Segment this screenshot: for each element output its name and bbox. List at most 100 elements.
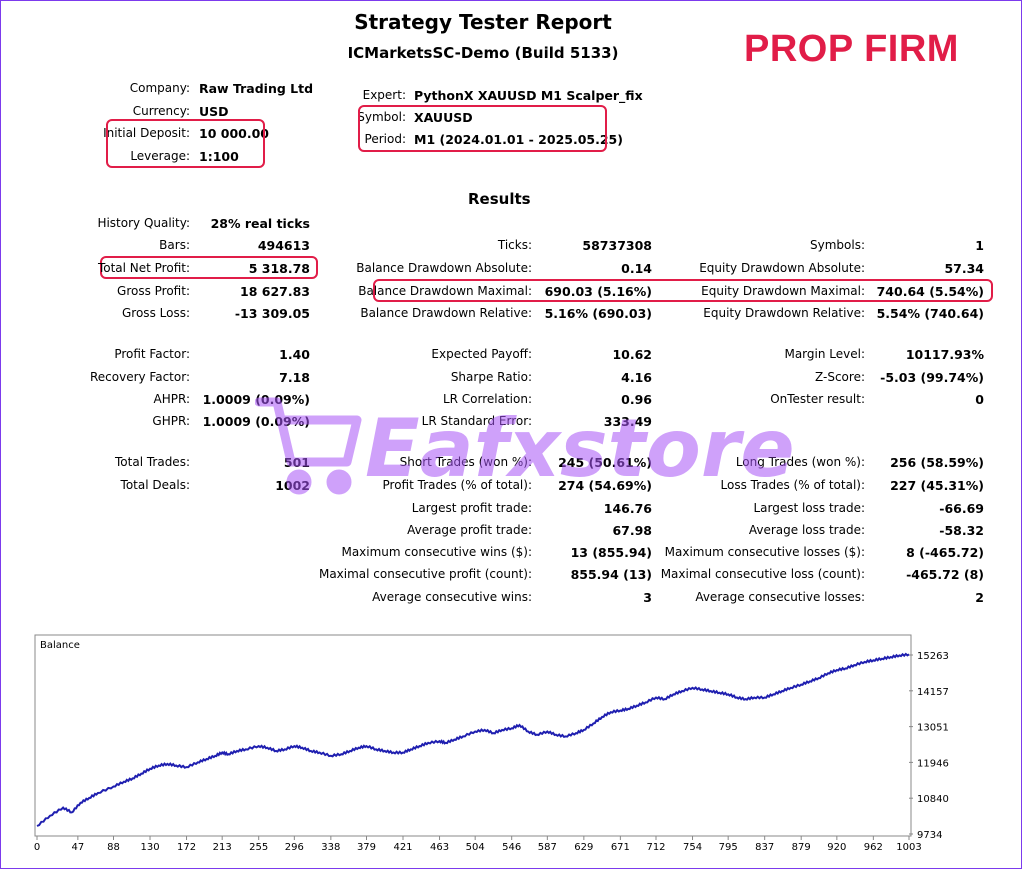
col3-value: 5.54% (740.64) [876, 306, 984, 321]
col2-value: 333.49 [603, 414, 652, 429]
currency-label: Currency: [132, 104, 190, 118]
col1-label: GHPR: [152, 414, 190, 428]
col3-label: Margin Level: [784, 347, 865, 361]
col2-value: 690.03 (5.16%) [544, 284, 652, 299]
col2-label: Profit Trades (% of total): [382, 478, 532, 492]
col2-label: LR Standard Error: [421, 414, 532, 428]
company-label: Company: [129, 81, 190, 95]
col3-label: Largest loss trade: [753, 501, 865, 515]
col2-label: Expected Payoff: [431, 347, 532, 361]
col2-value: 5.16% (690.03) [544, 306, 652, 321]
col3-value: -465.72 (8) [906, 567, 984, 582]
x-tick-label: 421 [393, 842, 412, 853]
col1-value: 5 318.78 [248, 261, 310, 276]
col1-label: Total Trades: [115, 455, 190, 469]
x-tick-label: 213 [213, 842, 232, 853]
x-tick-label: 88 [107, 842, 120, 853]
col1-label: History Quality: [97, 216, 190, 230]
col3-label: Loss Trades (% of total): [720, 478, 866, 492]
col1-label: Total Net Profit: [97, 261, 190, 275]
x-tick-label: 671 [611, 842, 630, 853]
col2-value: 4.16 [621, 370, 652, 385]
col1-label: Profit Factor: [114, 347, 190, 361]
col3-value: 0 [975, 392, 984, 407]
period-value: M1 (2024.01.01 - 2025.05.25) [414, 132, 623, 147]
col2-label: Short Trades (won %): [399, 455, 532, 469]
col1-label: Gross Loss: [122, 306, 190, 320]
col3-label: Maximum consecutive losses ($): [664, 545, 865, 559]
net-profit-highlight [100, 256, 318, 279]
col1-value: 1.0009 (0.09%) [202, 414, 310, 429]
chart-title: Balance [40, 640, 80, 651]
x-tick-label: 712 [646, 842, 665, 853]
col3-value: 8 (-465.72) [906, 545, 984, 560]
x-tick-label: 546 [502, 842, 521, 853]
col3-label: Symbols: [810, 238, 865, 252]
col3-label: Equity Drawdown Absolute: [699, 261, 865, 275]
col2-value: 0.96 [621, 392, 652, 407]
col2-label: LR Correlation: [442, 392, 532, 406]
y-tick-label: 11946 [917, 758, 949, 769]
deposit-value: 10 000.00 [199, 126, 269, 141]
deposit-label: Initial Deposit: [103, 126, 190, 140]
col1-label: Total Deals: [120, 478, 190, 492]
col2-value: 67.98 [612, 523, 652, 538]
y-tick-label: 14157 [917, 687, 949, 698]
col1-value: 1002 [275, 478, 310, 493]
col3-value: -58.32 [939, 523, 984, 538]
col3-label: Average consecutive losses: [695, 590, 865, 604]
y-tick-label: 9734 [917, 830, 942, 841]
x-tick-label: 130 [140, 842, 159, 853]
col3-value: 10117.93% [905, 347, 984, 362]
y-tick-label: 15263 [917, 651, 949, 662]
x-tick-label: 296 [285, 842, 304, 853]
expert-label: Expert: [362, 88, 406, 102]
x-tick-label: 379 [357, 842, 376, 853]
col1-label: Recovery Factor: [89, 370, 190, 384]
col2-label: Average profit trade: [407, 523, 532, 537]
col2-label: Balance Drawdown Absolute: [356, 261, 532, 275]
y-tick-label: 10840 [917, 794, 949, 805]
report-title: Strategy Tester Report [354, 10, 612, 34]
col3-value: 256 (58.59%) [890, 455, 984, 470]
col2-label: Average consecutive wins: [372, 590, 532, 604]
col2-value: 10.62 [612, 347, 652, 362]
x-tick-label: 338 [321, 842, 340, 853]
x-tick-label: 879 [792, 842, 811, 853]
balance-chart: Balance 9734 10840 11946 13051 14157 15263 0 4… [34, 634, 949, 853]
col1-label: AHPR: [153, 392, 190, 406]
col2-label: Sharpe Ratio: [450, 370, 532, 384]
x-tick-label: 962 [864, 842, 883, 853]
col1-value: 1.40 [279, 347, 310, 362]
col3-value: 57.34 [944, 261, 984, 276]
x-tick-label: 629 [574, 842, 593, 853]
y-tick-label: 13051 [917, 723, 949, 734]
prop-firm-banner: PROP FIRM [744, 28, 959, 70]
col1-value: 7.18 [279, 370, 310, 385]
x-tick-label: 504 [466, 842, 485, 853]
col3-value: 227 (45.31%) [890, 478, 984, 493]
col3-label: Z-Score: [815, 370, 865, 384]
symbol-label: Symbol: [357, 110, 406, 124]
col3-label: Average loss trade: [748, 523, 865, 537]
leverage-label: Leverage: [130, 149, 190, 163]
col1-value: 28% real ticks [210, 216, 310, 231]
x-tick-label: 1003 [896, 842, 921, 853]
col3-value: -66.69 [939, 501, 984, 516]
col1-value: 18 627.83 [240, 284, 310, 299]
col2-value: 245 (50.61%) [558, 455, 652, 470]
x-tick-label: 587 [538, 842, 557, 853]
x-tick-label: 795 [719, 842, 738, 853]
chart-plot-area [34, 634, 912, 837]
x-tick-label: 463 [430, 842, 449, 853]
x-tick-label: 255 [249, 842, 268, 853]
x-tick-label: 47 [71, 842, 84, 853]
drawdown-maximal-highlight [373, 279, 993, 302]
report-subtitle: ICMarketsSC-Demo (Build 5133) [347, 44, 619, 62]
col2-value: 58737308 [582, 238, 652, 253]
col3-label: Maximal consecutive loss (count): [660, 567, 865, 581]
deposit-leverage-highlight [106, 119, 265, 168]
col2-label: Ticks: [497, 238, 532, 252]
col2-label: Maximal consecutive profit (count): [318, 567, 532, 581]
